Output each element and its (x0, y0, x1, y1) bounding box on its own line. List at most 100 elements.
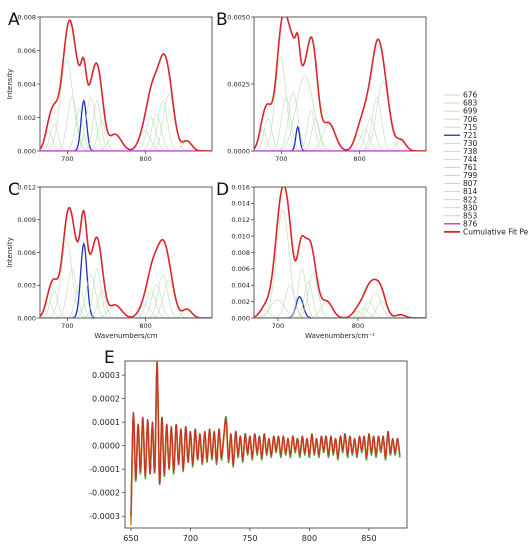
component-peak-814 (40, 284, 212, 318)
component-peak-830 (40, 279, 212, 318)
y-tick-label: 0.012 (231, 216, 250, 224)
y-tick-label: 0.016 (231, 183, 250, 191)
component-peak-721 (40, 241, 212, 318)
legend-label: 738 (463, 147, 478, 156)
legend-label: 830 (463, 203, 478, 212)
y-tick-label: 0.0003 (92, 371, 120, 380)
component-peak-683 (40, 290, 212, 318)
panel-a: A 0.000 0.002 0.004 0.006 0.008 700 800 Intensit… (6, 10, 213, 163)
component-peak-830 (254, 80, 426, 151)
x-tick-label: 700 (183, 534, 198, 543)
component-peak-730 (40, 96, 212, 151)
component-peak-715 (40, 284, 212, 318)
component-peak-699 (40, 58, 212, 151)
legend-label: 715 (463, 123, 478, 132)
plot-area (40, 206, 212, 318)
x-tick-label: 800 (353, 155, 365, 163)
panel-letter: C (8, 180, 20, 200)
legend-label: 683 (463, 99, 478, 108)
y-tick-label: 0.0001 (92, 418, 120, 427)
component-peak-738 (254, 280, 426, 318)
legend-label: 744 (463, 155, 478, 164)
component-peak-744 (40, 290, 212, 318)
component-peak-706 (40, 96, 212, 151)
component-peak-699 (254, 299, 426, 318)
component-peak-814 (40, 113, 212, 151)
y-tick-label: 0.012 (17, 183, 36, 191)
plot-area (130, 361, 401, 526)
y-tick-label: 0.003 (17, 282, 36, 290)
legend: 6766836997067157217307387447617998078148… (444, 91, 528, 236)
component-peak-706 (254, 209, 426, 318)
panel-e: E -0.0003 -0.0002 -0.0001 0.0000 0.0001 0.0002… (89, 348, 408, 543)
component-peak-744 (254, 272, 426, 318)
y-tick-label: -0.0003 (89, 512, 120, 521)
component-peak-822 (254, 96, 426, 151)
legend-label: 699 (463, 107, 478, 116)
x-tick-label: 700 (272, 322, 284, 330)
y-tick-label: 0.014 (231, 200, 250, 208)
component-peak-761 (254, 301, 426, 318)
y-tick-label: 0.008 (17, 13, 36, 21)
residual-series-line-2 (130, 361, 401, 517)
legend-label: 876 (463, 219, 478, 228)
legend-label: 721 (463, 131, 478, 140)
plot-area (254, 187, 426, 318)
x-tick-label: 800 (139, 155, 151, 163)
y-tick-label: 0.009 (17, 216, 36, 224)
component-peak-761 (40, 133, 212, 151)
y-tick-label: 0.000 (17, 147, 36, 155)
cumulative-fit-line (254, 187, 426, 318)
legend-label: Cumulative Fit Peak (463, 227, 528, 236)
y-axis-label: Intensity (6, 237, 14, 267)
legend-label: 799 (463, 171, 478, 180)
y-tick-label: 0.004 (17, 80, 36, 88)
component-peak-799 (254, 134, 426, 151)
panel-c: C 0.000 0.003 0.006 0.009 0.012 700 800 Intensit… (6, 180, 213, 340)
component-peak-807 (40, 290, 212, 318)
y-tick-label: -0.0001 (89, 465, 120, 474)
component-peak-830 (254, 301, 426, 318)
y-tick-label: 0.002 (17, 114, 36, 122)
x-axis-label: Wavenumbers/cm (94, 332, 157, 340)
y-tick-label: 0.006 (17, 47, 36, 55)
component-peak-738 (40, 268, 212, 318)
y-tick-label: 0.010 (231, 232, 250, 240)
component-peak-738 (40, 100, 212, 151)
x-tick-label: 700 (275, 155, 287, 163)
y-tick-label: 0.0002 (92, 395, 120, 404)
component-peak-730 (254, 75, 426, 151)
legend-label: 853 (463, 211, 478, 220)
legend-label: 814 (463, 187, 478, 196)
y-tick-label: 0.0050 (227, 13, 250, 21)
panel-d: D 0.000 0.002 0.004 0.006 0.008 0.010 0.012 0.01… (216, 180, 427, 340)
y-tick-label: 0.002 (231, 298, 250, 306)
component-peak-814 (254, 301, 426, 318)
component-peak-807 (40, 117, 212, 151)
component-peak-715 (40, 108, 212, 151)
y-tick-label: 0.000 (17, 314, 36, 322)
y-tick-label: -0.0002 (89, 489, 120, 498)
component-peak-853 (40, 308, 212, 318)
x-tick-label: 850 (361, 534, 376, 543)
x-tick-label: 800 (139, 322, 151, 330)
legend-label: 822 (463, 195, 478, 204)
y-axis-label: Intensity (6, 69, 14, 99)
x-tick-label: 750 (242, 534, 257, 543)
panel-letter: E (104, 348, 115, 368)
y-tick-label: 0.006 (17, 249, 36, 257)
cumulative-fit-line (40, 206, 212, 318)
component-peak-715 (254, 284, 426, 318)
component-peak-830 (40, 93, 212, 151)
legend-label: 676 (463, 91, 478, 100)
y-tick-label: 0.000 (231, 314, 250, 322)
component-peak-699 (40, 241, 212, 318)
y-tick-label: 0.0000 (227, 147, 250, 155)
legend-label: 730 (463, 139, 478, 148)
x-tick-label: 800 (352, 322, 364, 330)
cumulative-fit-line (254, 17, 426, 151)
component-peak-715 (254, 91, 426, 151)
panel-letter: A (8, 10, 20, 30)
x-tick-label: 700 (61, 155, 73, 163)
